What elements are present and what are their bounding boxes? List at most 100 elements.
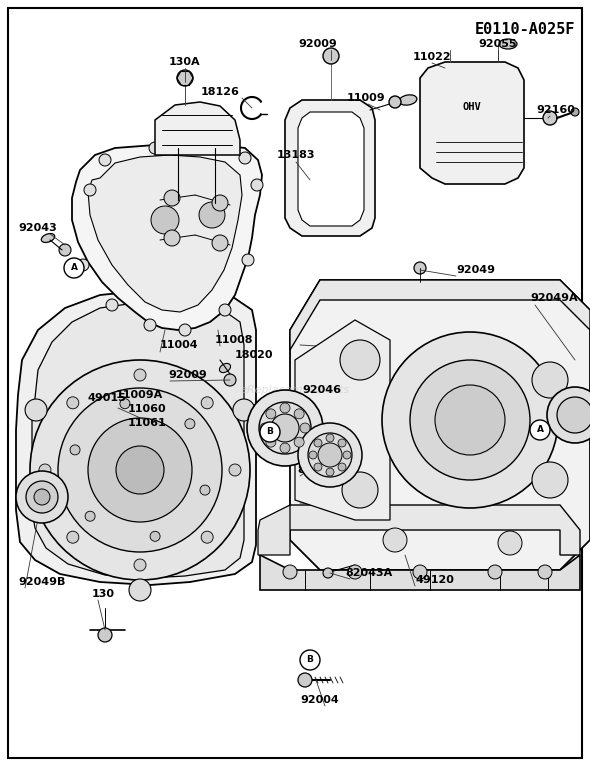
Circle shape	[25, 399, 47, 421]
Circle shape	[543, 111, 557, 125]
Ellipse shape	[499, 39, 517, 49]
Circle shape	[85, 511, 95, 521]
Polygon shape	[88, 155, 242, 312]
Circle shape	[260, 423, 270, 433]
Circle shape	[149, 142, 161, 154]
Circle shape	[266, 437, 276, 447]
Circle shape	[294, 409, 304, 419]
Polygon shape	[32, 302, 244, 578]
Text: E0110-A025F: E0110-A025F	[474, 22, 575, 37]
Circle shape	[26, 481, 58, 513]
Text: 92160: 92160	[536, 105, 575, 115]
Circle shape	[129, 579, 151, 601]
Circle shape	[342, 472, 378, 508]
Text: 49120: 49120	[415, 575, 454, 585]
Text: B: B	[267, 427, 273, 437]
Circle shape	[39, 464, 51, 476]
Text: 13183: 13183	[277, 150, 315, 160]
Text: eReplacementParts: eReplacementParts	[241, 385, 349, 395]
Polygon shape	[285, 100, 375, 236]
Circle shape	[164, 230, 180, 246]
Circle shape	[67, 397, 79, 409]
Circle shape	[280, 443, 290, 453]
Text: A: A	[536, 425, 543, 434]
Circle shape	[224, 374, 236, 386]
Text: B: B	[307, 656, 313, 664]
Text: 92049: 92049	[456, 265, 495, 275]
Text: A: A	[70, 264, 77, 273]
Polygon shape	[16, 290, 256, 585]
Circle shape	[120, 398, 130, 409]
Circle shape	[498, 531, 522, 555]
Ellipse shape	[149, 199, 187, 250]
Text: 92049B: 92049B	[18, 577, 65, 587]
Text: 92055: 92055	[478, 39, 517, 49]
Circle shape	[59, 244, 71, 256]
Text: 11009A: 11009A	[116, 390, 163, 400]
Circle shape	[414, 262, 426, 274]
Circle shape	[382, 332, 558, 508]
Circle shape	[283, 565, 297, 579]
Circle shape	[532, 462, 568, 498]
Polygon shape	[295, 320, 390, 520]
Circle shape	[308, 433, 352, 477]
Circle shape	[530, 420, 550, 440]
Circle shape	[77, 259, 89, 271]
Circle shape	[233, 399, 255, 421]
Text: 92009: 92009	[168, 370, 206, 380]
Circle shape	[410, 360, 530, 480]
Circle shape	[151, 206, 179, 234]
Circle shape	[67, 531, 79, 543]
Text: 11008: 11008	[215, 335, 254, 345]
Text: 18126: 18126	[201, 87, 240, 97]
Ellipse shape	[192, 194, 228, 242]
Circle shape	[219, 304, 231, 316]
Circle shape	[34, 489, 50, 505]
Text: 130: 130	[92, 589, 115, 599]
Circle shape	[383, 528, 407, 552]
Circle shape	[547, 387, 590, 443]
Circle shape	[134, 369, 146, 381]
Circle shape	[314, 463, 322, 471]
Circle shape	[185, 419, 195, 429]
Circle shape	[300, 423, 310, 433]
Circle shape	[343, 451, 351, 459]
Circle shape	[177, 70, 193, 86]
Circle shape	[318, 443, 342, 467]
Circle shape	[144, 319, 156, 331]
Circle shape	[260, 422, 280, 442]
Circle shape	[64, 258, 84, 278]
Text: 11022: 11022	[412, 52, 451, 62]
Circle shape	[239, 152, 251, 164]
Text: 92009: 92009	[299, 39, 337, 49]
Circle shape	[116, 446, 164, 494]
Circle shape	[532, 362, 568, 398]
Circle shape	[538, 565, 552, 579]
Circle shape	[323, 568, 333, 578]
Polygon shape	[298, 112, 364, 226]
Text: 11004: 11004	[160, 340, 199, 350]
Ellipse shape	[41, 234, 55, 243]
Polygon shape	[290, 280, 590, 570]
Circle shape	[314, 439, 322, 447]
Circle shape	[389, 96, 401, 108]
Bar	[435, 80, 509, 130]
Circle shape	[16, 471, 68, 523]
Text: 92046: 92046	[302, 385, 341, 395]
Circle shape	[106, 299, 118, 311]
Ellipse shape	[219, 363, 231, 372]
Text: 18020: 18020	[235, 350, 274, 360]
Circle shape	[326, 434, 334, 442]
Polygon shape	[290, 280, 590, 350]
Circle shape	[150, 532, 160, 542]
Text: 92004: 92004	[301, 695, 339, 705]
Circle shape	[134, 559, 146, 571]
Circle shape	[30, 360, 250, 580]
Circle shape	[435, 385, 505, 455]
Circle shape	[413, 565, 427, 579]
Circle shape	[98, 628, 112, 642]
Circle shape	[323, 48, 339, 64]
Circle shape	[298, 673, 312, 687]
Circle shape	[99, 154, 111, 166]
Circle shape	[571, 108, 579, 116]
